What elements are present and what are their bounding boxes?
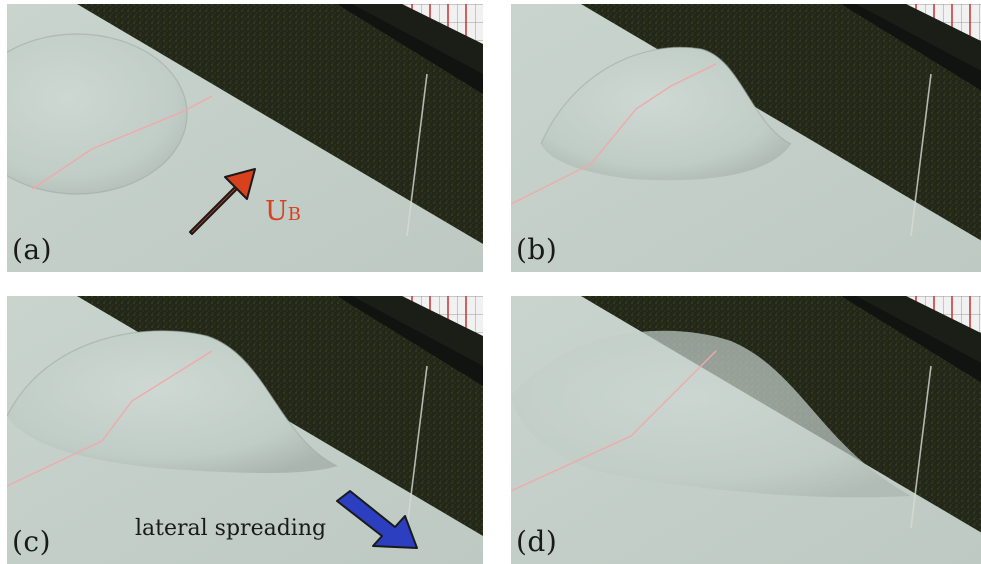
arrow-down-right-icon bbox=[336, 490, 418, 549]
panel-c-photo bbox=[7, 296, 483, 564]
flow-velocity-subscript: B bbox=[287, 204, 301, 225]
panel-c: lateral spreading (c) bbox=[7, 296, 483, 564]
panel-d-photo bbox=[511, 296, 981, 564]
flow-velocity-label: UB bbox=[265, 196, 301, 227]
panel-a-photo bbox=[7, 4, 483, 272]
panel-b: (b) bbox=[511, 4, 981, 272]
panel-a: UB (a) bbox=[7, 4, 483, 272]
arrow-up-right-icon bbox=[189, 168, 256, 235]
panel-label-d: (d) bbox=[516, 525, 558, 558]
lateral-spreading-label: lateral spreading bbox=[135, 516, 327, 541]
panel-b-photo bbox=[511, 4, 981, 272]
panel-d: (d) bbox=[511, 296, 981, 564]
flow-velocity-letter: U bbox=[265, 196, 288, 227]
panel-label-a: (a) bbox=[12, 233, 53, 266]
panel-label-b: (b) bbox=[516, 233, 558, 266]
panel-label-c: (c) bbox=[12, 525, 52, 558]
